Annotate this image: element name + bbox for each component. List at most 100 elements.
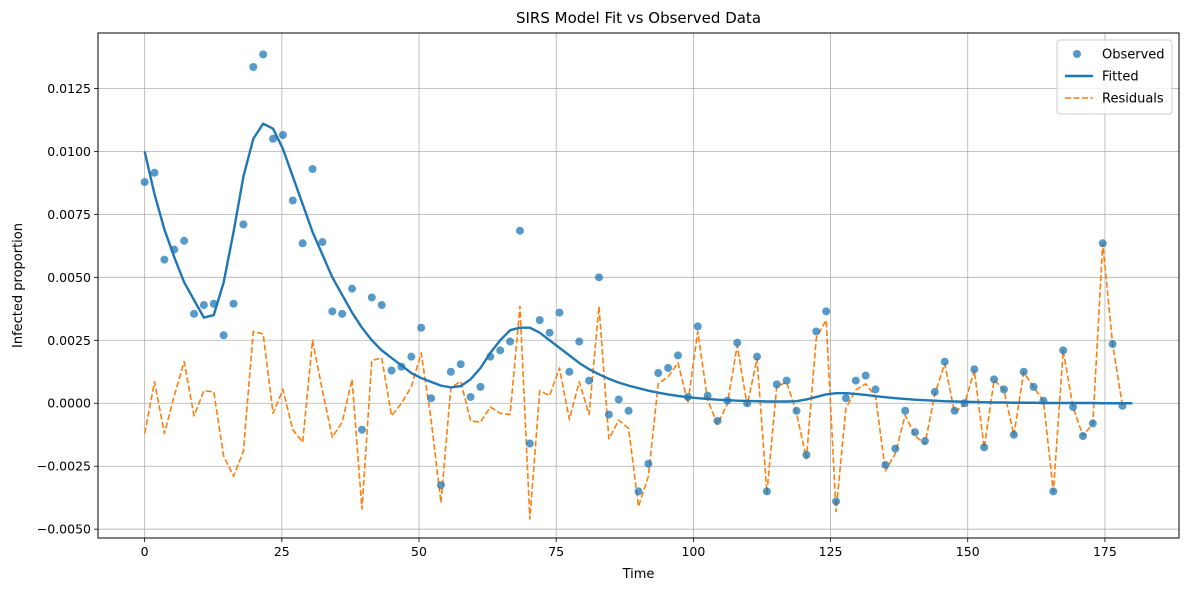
legend-box bbox=[1056, 39, 1173, 115]
x-tick-label: 0 bbox=[141, 544, 149, 559]
x-axis-label: Time bbox=[622, 567, 655, 582]
observed-point bbox=[229, 299, 238, 308]
observed-point bbox=[733, 338, 742, 347]
observed-point bbox=[594, 273, 603, 282]
observed-point bbox=[604, 410, 613, 419]
observed-point bbox=[693, 322, 702, 331]
observed-point bbox=[654, 369, 663, 378]
observed-point bbox=[1088, 419, 1097, 428]
y-tick-label: 0.0125 bbox=[47, 81, 91, 96]
observed-point bbox=[417, 323, 426, 332]
observed-point bbox=[407, 352, 416, 361]
observed-point bbox=[377, 301, 386, 310]
observed-point bbox=[841, 394, 850, 403]
y-tick-label: −0.0050 bbox=[37, 522, 91, 537]
observed-point bbox=[585, 376, 594, 385]
observed-point bbox=[1019, 367, 1028, 376]
observed-point bbox=[170, 245, 179, 254]
observed-point bbox=[288, 196, 297, 205]
chart-title: SIRS Model Fit vs Observed Data bbox=[516, 9, 761, 27]
legend-fitted-label: Fitted bbox=[1102, 70, 1139, 85]
observed-point bbox=[664, 363, 673, 372]
observed-point bbox=[753, 352, 762, 361]
observed-point bbox=[802, 450, 811, 459]
observed-point bbox=[348, 284, 357, 293]
y-tick-label: 0.0050 bbox=[47, 270, 91, 285]
plot-frame bbox=[97, 32, 1180, 539]
observed-point bbox=[1108, 340, 1117, 349]
axis-ticks: 0 25 50 75 100 125 150 175 −0.0050 −0.0025 0.0000 0… bbox=[37, 81, 1117, 559]
observed-point bbox=[950, 406, 959, 415]
observed-point bbox=[762, 487, 771, 496]
observed-point bbox=[644, 459, 653, 468]
legend-residuals-label: Residuals bbox=[1102, 92, 1164, 107]
observed-point bbox=[832, 497, 841, 506]
observed-point bbox=[1098, 239, 1107, 248]
observed-point bbox=[466, 392, 475, 401]
observed-point bbox=[782, 376, 791, 385]
x-tick-label: 25 bbox=[274, 544, 290, 559]
observed-point bbox=[535, 316, 544, 325]
residuals-line bbox=[143, 242, 1124, 520]
legend-observed-marker bbox=[1073, 50, 1081, 58]
x-tick-label: 75 bbox=[548, 544, 564, 559]
observed-point bbox=[743, 399, 752, 408]
observed-point bbox=[911, 428, 920, 437]
observed-point bbox=[772, 380, 781, 389]
observed-point bbox=[634, 487, 643, 496]
observed-point bbox=[1069, 403, 1078, 412]
observed-point bbox=[861, 371, 870, 380]
observed-point bbox=[190, 309, 199, 318]
observed-point bbox=[278, 131, 287, 140]
observed-point bbox=[891, 444, 900, 453]
observed-point bbox=[387, 366, 396, 375]
observed-point bbox=[180, 236, 189, 245]
y-tick-label: 0.0100 bbox=[47, 144, 91, 159]
observed-point bbox=[476, 382, 485, 391]
observed-point bbox=[219, 331, 228, 340]
observed-point bbox=[486, 352, 495, 361]
observed-point bbox=[683, 392, 692, 401]
observed-point bbox=[515, 226, 524, 235]
observed-point bbox=[565, 367, 574, 376]
observed-point bbox=[1009, 430, 1018, 439]
observed-point bbox=[427, 394, 436, 403]
observed-point bbox=[999, 385, 1008, 394]
observed-point bbox=[357, 425, 366, 434]
observed-point bbox=[367, 293, 376, 302]
observed-point bbox=[318, 238, 327, 247]
legend-observed-label: Observed bbox=[1102, 48, 1165, 63]
observed-point bbox=[871, 385, 880, 394]
observed-point bbox=[851, 376, 860, 385]
observed-point bbox=[930, 387, 939, 396]
observed-point bbox=[1078, 431, 1087, 440]
observed-point bbox=[209, 299, 218, 308]
observed-point bbox=[249, 63, 258, 72]
observed-point bbox=[920, 437, 929, 446]
observed-point bbox=[792, 406, 801, 415]
observed-point bbox=[259, 50, 268, 59]
observed-point bbox=[990, 375, 999, 384]
observed-point bbox=[545, 328, 554, 337]
x-tick-label: 125 bbox=[819, 544, 843, 559]
observed-point bbox=[140, 178, 149, 187]
observed-point bbox=[940, 357, 949, 366]
y-tick-label: −0.0025 bbox=[37, 459, 91, 474]
observed-point bbox=[298, 239, 307, 248]
observed-point bbox=[674, 351, 683, 360]
x-tick-label: 150 bbox=[956, 544, 980, 559]
y-tick-label: 0.0025 bbox=[47, 333, 91, 348]
observed-point bbox=[239, 220, 248, 229]
observed-point bbox=[723, 396, 732, 405]
observed-point bbox=[555, 308, 564, 317]
x-tick-label: 50 bbox=[411, 544, 427, 559]
x-tick-label: 100 bbox=[681, 544, 705, 559]
observed-point bbox=[1049, 487, 1058, 496]
observed-point bbox=[980, 443, 989, 452]
observed-point bbox=[269, 134, 278, 143]
observed-point bbox=[960, 399, 969, 408]
y-tick-label: 0.0000 bbox=[47, 396, 91, 411]
observed-point bbox=[575, 337, 584, 346]
observed-point bbox=[328, 307, 337, 316]
